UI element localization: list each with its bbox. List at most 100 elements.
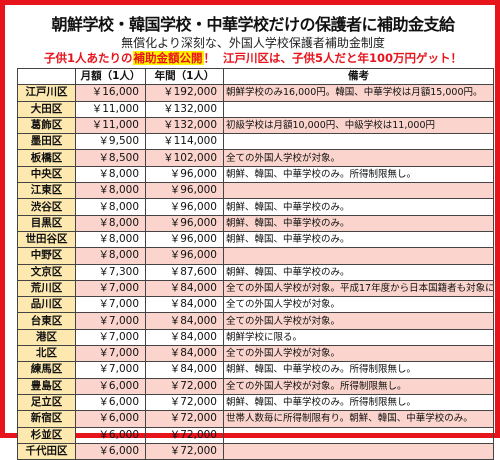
monthly-cell: ￥6,000 [75, 426, 146, 444]
note-cell: 朝鮮学校のみ16,000円。韓国、中華学校は月額15,000円。 [223, 84, 494, 102]
table-row: 江東区 ￥8,000 ￥96,000 [17, 182, 494, 200]
ward-cell: 渋谷区 [17, 198, 76, 216]
annual-cell: ￥72,000 [145, 426, 224, 444]
note-cell [223, 247, 494, 265]
ward-cell: 新宿区 [17, 410, 76, 428]
monthly-cell: ￥8,500 [75, 149, 146, 167]
table-row: 大田区 ￥11,000 ￥132,000 [17, 100, 494, 118]
page-subtitle: 無償化より深刻な、外国人学校保護者補助金制度 [121, 36, 385, 50]
annual-cell: ￥72,000 [145, 393, 224, 412]
monthly-cell: ￥7,000 [75, 328, 146, 347]
note-cell: 朝鮮学校に限る。 [223, 328, 494, 347]
monthly-cell: ￥7,000 [75, 361, 146, 379]
annual-cell: ￥84,000 [145, 361, 224, 379]
note-cell: 全ての外国人学校が対象。平成17年度から日本国籍者も対象に [223, 279, 494, 298]
note-cell: 全ての外国人学校が対象。 [223, 345, 494, 363]
table-row: 豊島区 ￥6,000 ￥72,000 全ての外国人学校が対象。所得制限無し。 [17, 377, 494, 395]
annual-cell: ￥84,000 [145, 328, 224, 347]
header-monthly: 月額（1人） [75, 67, 146, 86]
note-cell: 朝鮮、韓国、中華学校のみ。所得制限無し。 [223, 393, 494, 412]
ward-cell: 足立区 [17, 393, 76, 412]
note-cell [223, 442, 494, 460]
table-row: 江戸川区 ￥16,000 ￥192,000 朝鮮学校のみ16,000円。韓国、中華学校… [17, 84, 494, 102]
monthly-cell: ￥7,000 [75, 312, 146, 330]
monthly-cell: ￥11,000 [75, 116, 146, 135]
ward-cell: 荒川区 [17, 279, 76, 298]
ward-cell: 世田谷区 [17, 230, 76, 249]
ward-cell: 江戸川区 [17, 84, 76, 102]
annual-cell: ￥84,000 [145, 279, 224, 298]
annual-cell: ￥96,000 [145, 198, 224, 216]
monthly-cell: ￥7,000 [75, 279, 146, 298]
ward-cell: 中野区 [17, 247, 76, 265]
note-cell: 全ての外国人学校が対象。 [223, 312, 494, 330]
ward-cell: 台東区 [17, 312, 76, 330]
note-cell: 全ての外国人学校が対象。 [223, 149, 494, 167]
monthly-cell: ￥6,000 [75, 393, 146, 412]
monthly-cell: ￥7,000 [75, 296, 146, 314]
callout-line: 子供1人あたりの補助金額公開！ 江戸川区は、子供5人だと年100万円ゲット！ [13, 50, 493, 65]
note-cell [223, 426, 494, 444]
table-row: 荒川区 ￥7,000 ￥84,000 全ての外国人学校が対象。平成17年度から日本国籍… [17, 279, 494, 298]
annual-cell: ￥72,000 [145, 377, 224, 395]
table-row: 中央区 ￥8,000 ￥96,000 朝鮮、韓国、中華学校のみ。所得制限無し。 [17, 165, 494, 184]
note-cell: 朝鮮、韓国、中華学校のみ。所得制限無し。 [223, 165, 494, 184]
table-row: 目黒区 ￥8,000 ￥96,000 朝鮮、韓国、中華学校のみ。 [17, 214, 494, 232]
ward-cell: 練馬区 [17, 361, 76, 379]
table-row: 中野区 ￥8,000 ￥96,000 [17, 247, 494, 265]
monthly-cell: ￥6,000 [75, 377, 146, 395]
ward-cell: 江東区 [17, 182, 76, 200]
monthly-cell: ￥16,000 [75, 84, 146, 102]
note-cell: 朝鮮、韓国、中華学校のみ。 [223, 263, 494, 281]
callout-highlight: 補助金額公開 [132, 51, 204, 65]
ward-cell: 中央区 [17, 165, 76, 184]
table-row: 葛飾区 ￥11,000 ￥132,000 初級学校は月額10,000円、中級学校は11… [17, 116, 494, 135]
annual-cell: ￥87,600 [145, 263, 224, 281]
ward-cell: 北区 [17, 345, 76, 363]
table-row: 杉並区 ￥6,000 ￥72,000 [17, 426, 494, 444]
annual-cell: ￥132,000 [145, 116, 224, 135]
monthly-cell: ￥8,000 [75, 182, 146, 200]
table-row: 文京区 ￥7,300 ￥87,600 朝鮮、韓国、中華学校のみ。 [17, 263, 494, 281]
note-cell: 朝鮮、韓国、中華学校のみ。 [223, 198, 494, 216]
monthly-cell: ￥9,500 [75, 133, 146, 151]
monthly-cell: ￥8,000 [75, 198, 146, 216]
table-row: 品川区 ￥7,000 ￥84,000 全ての外国人学校が対象。 [17, 296, 494, 314]
header-note: 備考 [223, 67, 494, 86]
annual-cell: ￥96,000 [145, 230, 224, 249]
table-row: 板橋区 ￥8,500 ￥102,000 全ての外国人学校が対象。 [17, 149, 494, 167]
annual-cell: ￥84,000 [145, 296, 224, 314]
note-cell: 全ての外国人学校が対象。所得制限無し。 [223, 377, 494, 395]
ward-cell: 千代田区 [17, 442, 76, 460]
note-cell: 朝鮮、韓国、中華学校のみ。 [223, 214, 494, 232]
ward-cell: 板橋区 [17, 149, 76, 167]
monthly-cell: ￥7,000 [75, 345, 146, 363]
ward-cell: 墨田区 [17, 133, 76, 151]
annual-cell: ￥84,000 [145, 312, 224, 330]
monthly-cell: ￥8,000 [75, 165, 146, 184]
note-cell: 朝鮮、韓国、中華学校のみ。所得制限無し。 [223, 361, 494, 379]
page-title: 朝鮮学校・韓国学校・中華学校だけの保護者に補助金支給 [51, 15, 455, 34]
ward-cell: 文京区 [17, 263, 76, 281]
annual-cell: ￥72,000 [145, 442, 224, 460]
monthly-cell: ￥6,000 [75, 410, 146, 428]
annual-cell: ￥84,000 [145, 345, 224, 363]
table-row: 千代田区 ￥6,000 ￥72,000 [17, 442, 494, 460]
table-header-row: 月額（1人） 年間（1人） 備考 [17, 67, 494, 86]
table-row: 北区 ￥7,000 ￥84,000 全ての外国人学校が対象。 [17, 345, 494, 363]
callout-mark: ！ [203, 51, 216, 65]
monthly-cell: ￥8,000 [75, 214, 146, 232]
note-cell: 初級学校は月額10,000円、中級学校は11,000円 [223, 116, 494, 135]
note-cell [223, 133, 494, 151]
ward-cell: 大田区 [17, 100, 76, 118]
ward-cell: 葛飾区 [17, 116, 76, 135]
annual-cell: ￥114,000 [145, 133, 224, 151]
ward-cell: 豊島区 [17, 377, 76, 395]
callout-tail: 江戸川区は、子供5人だと年100万円ゲット！ [223, 51, 463, 65]
ward-cell: 品川区 [17, 296, 76, 314]
table-row: 港区 ￥7,000 ￥84,000 朝鮮学校に限る。 [17, 328, 494, 347]
monthly-cell: ￥8,000 [75, 230, 146, 249]
header-ward [17, 67, 76, 86]
table-row: 墨田区 ￥9,500 ￥114,000 [17, 133, 494, 151]
